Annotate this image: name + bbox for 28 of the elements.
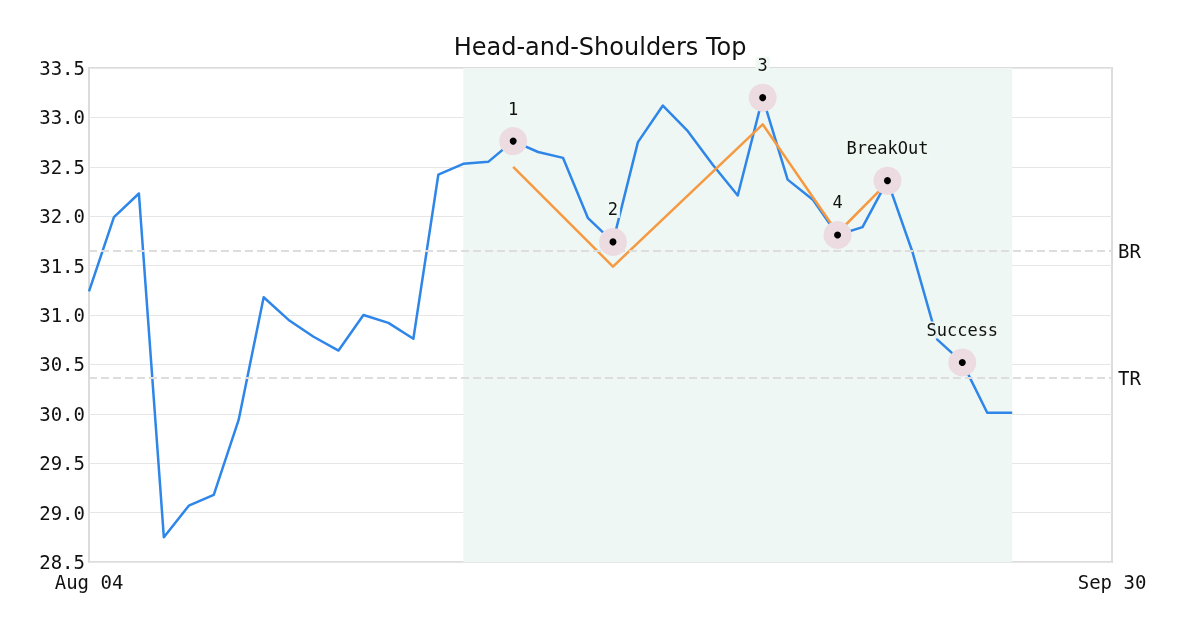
y-tick-label: 31.0: [39, 304, 85, 326]
annotation: 3: [757, 55, 768, 76]
point: [948, 348, 977, 377]
y-tick-label: 32.0: [39, 205, 85, 228]
point: [873, 166, 902, 195]
annotation: BreakOut: [846, 138, 929, 159]
annotation: 4: [832, 192, 843, 213]
point: [499, 127, 528, 156]
point: [823, 220, 852, 249]
point: [748, 83, 777, 112]
x-tick-label: Aug 04: [54, 570, 124, 593]
y-tick-label: 33.0: [39, 106, 85, 129]
ref-line-label: TR: [1118, 367, 1142, 390]
y-tick-label: 31.5: [39, 254, 85, 277]
annotation: 2: [607, 199, 619, 220]
y-tick-label: 29.5: [39, 452, 85, 475]
annotation: 1: [508, 98, 519, 119]
point: [599, 227, 627, 256]
ref-line-label: BR: [1118, 239, 1142, 262]
y-tick-label: 32.5: [39, 155, 85, 178]
y-tick-label: 30.5: [39, 353, 85, 376]
y-tick-label: 33.5: [39, 57, 85, 79]
chart-title: Head-and-Shoulders Top: [453, 33, 747, 61]
annotation: Success: [926, 319, 999, 340]
y-tick-label: 28.5: [39, 551, 85, 573]
y-tick-label: 30.0: [39, 402, 85, 425]
x-tick-label: Sep 30: [1077, 570, 1147, 593]
y-tick-label: 29.0: [39, 501, 85, 524]
